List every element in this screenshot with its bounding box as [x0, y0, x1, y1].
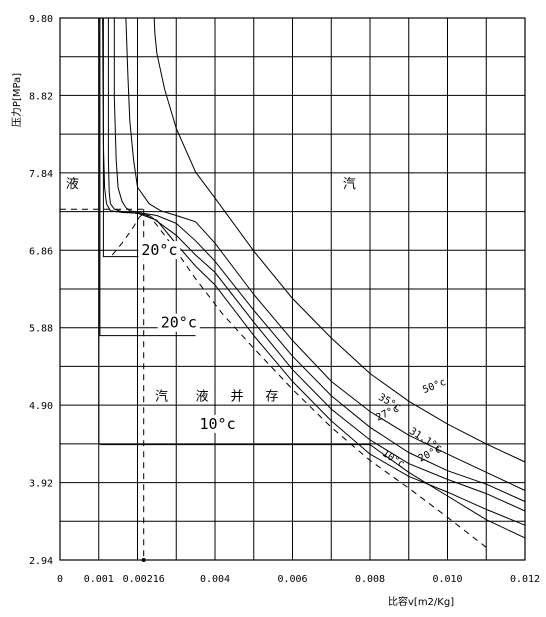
- annotation-background: [138, 241, 181, 260]
- annotation-background: [196, 414, 239, 433]
- x-tick-label: 0.001: [84, 574, 114, 585]
- isotherm-line: [153, 17, 526, 463]
- y-tick-label: 9.80: [29, 14, 53, 25]
- saturation-dome-line: [111, 212, 487, 548]
- y-tick-label: 5.88: [29, 324, 53, 335]
- isotherm-line: [99, 18, 196, 337]
- region-label: 汽: [155, 389, 168, 404]
- y-tick-label: 6.86: [29, 246, 53, 257]
- isotherm-annotation: 20°c: [161, 314, 197, 332]
- isotherm-line: [125, 17, 526, 491]
- x-tick-label: 0.00216: [123, 574, 165, 585]
- y-tick-label: 8.82: [29, 91, 53, 102]
- y-axis-label: 压力P[MPa]: [10, 73, 23, 127]
- y-tick-label: 4.90: [29, 401, 53, 412]
- isotherm-line: [102, 17, 526, 526]
- isotherm-line: [107, 18, 526, 512]
- x-tick-label: 0.008: [355, 574, 385, 585]
- region-label: 液: [66, 177, 79, 192]
- x-tick-label: 0.010: [432, 574, 462, 585]
- y-tick-label: 2.94: [29, 556, 53, 567]
- isotherm-annotation: 10°c: [200, 415, 236, 433]
- plot-border: [59, 17, 526, 561]
- grid: [60, 18, 525, 560]
- annotation-background: [157, 313, 200, 332]
- plot-frame: [59, 17, 526, 561]
- region-label: 汽: [343, 177, 356, 192]
- x-tick-label: 0.012: [510, 574, 540, 585]
- tick-labels: 2.94 3.92 4.90 5.88 6.86 7.84 8.82 9.80 0 0.001 0.…: [29, 14, 540, 585]
- x-tick-label: 0.004: [200, 574, 230, 585]
- x-axis-label: 比容v[m2/Kg]: [388, 595, 454, 608]
- isotherm-line: [113, 18, 526, 502]
- region-label: 并: [231, 389, 244, 404]
- isotherm-line: [102, 18, 153, 258]
- region-label: 存: [265, 389, 278, 404]
- x-tick-label: 0.006: [277, 574, 307, 585]
- series-group: [60, 17, 526, 562]
- critical-volume-marker: [141, 558, 146, 562]
- isotherm-line: [98, 18, 526, 539]
- x-tick-label: 0: [57, 574, 63, 585]
- isotherm-annotation: 20°c: [141, 241, 177, 259]
- y-tick-label: 7.84: [29, 169, 53, 180]
- region-label: 液: [196, 389, 209, 404]
- y-tick-label: 3.92: [29, 479, 53, 490]
